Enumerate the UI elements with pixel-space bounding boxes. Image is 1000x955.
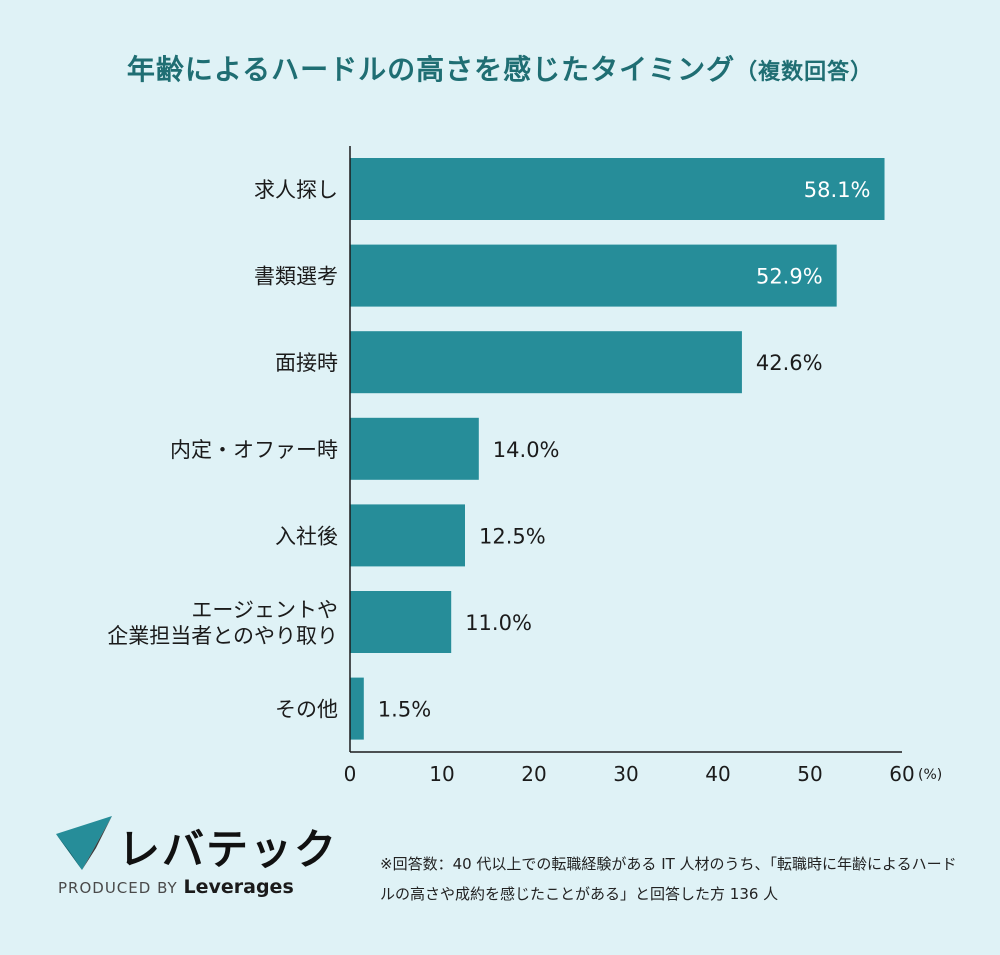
x-tick-label: 30: [613, 762, 638, 786]
footnote: ※回答数：40 代以上での転職経験がある IT 人材のうち、「転職時に年齢による…: [380, 855, 957, 903]
data-label: 14.0%: [493, 438, 560, 462]
category-label: 求人探し: [254, 178, 338, 202]
x-tick-label: 50: [797, 762, 822, 786]
bar: [350, 677, 364, 740]
data-label: 12.5%: [479, 524, 546, 548]
category-label: その他: [275, 698, 338, 722]
brand-name: レバテック: [118, 825, 339, 874]
x-tick-label: 0: [344, 762, 357, 786]
company-name: Leverages: [183, 876, 294, 898]
category-label: 書類選考: [254, 265, 338, 289]
data-label: 1.5%: [378, 698, 431, 722]
bar-chart: 58.1% 求人探し 52.9% 書類選考 42.6% 面接時 14.0% 内定・オファー時 1…: [107, 146, 942, 786]
bar: [350, 158, 885, 220]
bar: [350, 244, 837, 307]
chart-title-main: 年齢によるハードルの高さを感じたタイミング: [126, 53, 736, 86]
data-label: 42.6%: [756, 351, 823, 375]
category-label: 内定・オファー時: [170, 438, 338, 462]
data-label: 58.1%: [804, 178, 871, 202]
chart-title: 年齢によるハードルの高さを感じたタイミング（複数回答）: [0, 48, 1000, 88]
x-tick-label: 60: [889, 762, 914, 786]
x-axis-unit: (%): [918, 767, 942, 783]
chart-title-sub: （複数回答）: [735, 60, 874, 85]
x-tick-label: 20: [521, 762, 546, 786]
produced-by-label: PRODUCED BY: [58, 879, 178, 897]
category-label: エージェントや: [191, 598, 338, 622]
bar: [350, 417, 479, 480]
x-tick-label: 10: [429, 762, 454, 786]
bar: [350, 591, 452, 653]
leverages-logo-icon: [56, 816, 112, 870]
data-label: 11.0%: [465, 611, 532, 635]
category-label: 企業担当者とのやり取り: [107, 624, 338, 648]
x-tick-label: 40: [705, 762, 730, 786]
bar: [350, 331, 742, 394]
data-label: 52.9%: [756, 265, 823, 289]
produced-by-line: PRODUCED BY Leverages: [58, 876, 294, 898]
category-label: 面接時: [275, 351, 338, 375]
bar: [350, 504, 465, 567]
category-label: 入社後: [275, 524, 338, 548]
